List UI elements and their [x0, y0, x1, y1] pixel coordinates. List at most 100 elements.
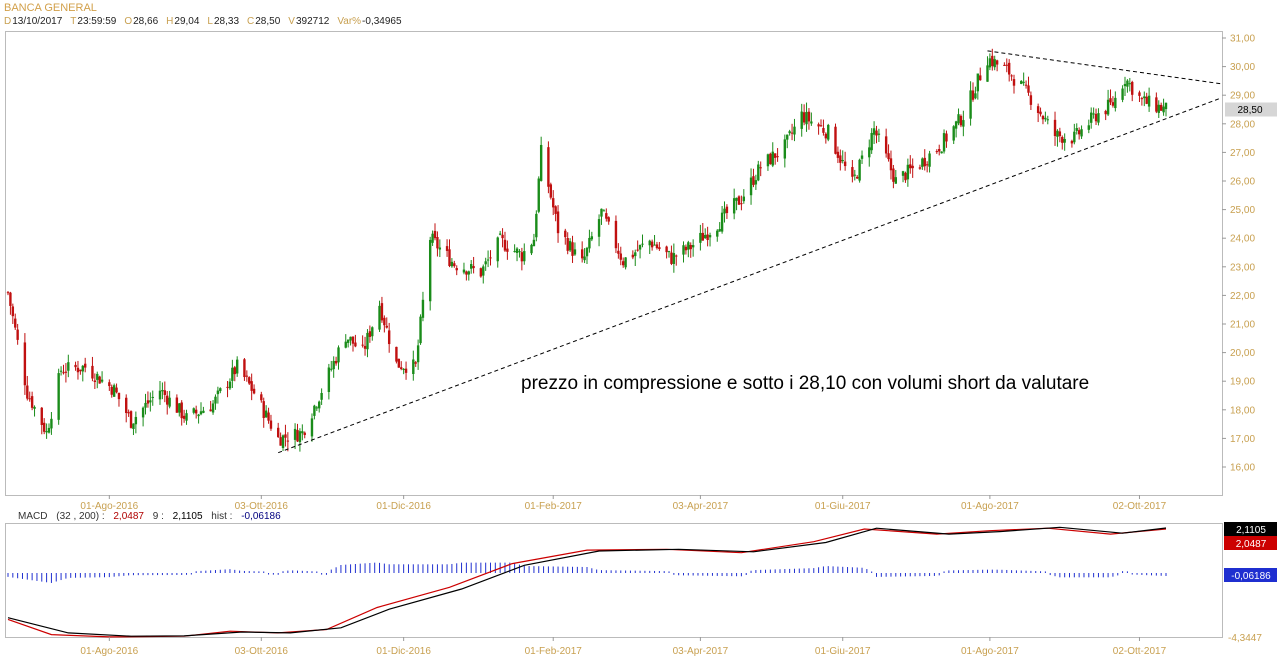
candle-body	[250, 381, 253, 391]
macd-value-box: 2,0487	[1236, 539, 1267, 550]
candle-body	[9, 292, 12, 306]
price-y-tick-label: 24,00	[1230, 234, 1255, 245]
candle-body	[988, 58, 992, 68]
candle-body	[771, 151, 774, 166]
candle-body	[482, 266, 485, 276]
candle-body	[400, 367, 403, 370]
candle-body	[228, 381, 232, 389]
candle-body	[580, 249, 584, 259]
candle-body	[1007, 62, 1011, 75]
candle-body	[1097, 113, 1100, 123]
candle-body	[501, 234, 504, 239]
candle-body	[783, 139, 787, 159]
candle-body	[33, 406, 36, 409]
macd-x-tick-label: 01-Feb-2017	[525, 646, 583, 657]
candle-body	[402, 368, 405, 370]
candle-body	[448, 249, 451, 266]
price-chart[interactable]: 31,00 30,00 29,00 28,00 27,00 26,00 25,00 24,00…	[0, 0, 1278, 515]
price-x-tick-label: 01-Giu-2017	[815, 501, 871, 512]
candle-body	[547, 147, 550, 187]
candle-body	[455, 268, 458, 271]
candle-body	[877, 133, 881, 135]
candle-body	[539, 144, 543, 181]
candle-body	[98, 376, 101, 384]
quote-value: 28,50	[255, 16, 281, 27]
candle-body	[904, 172, 907, 181]
candle-body	[450, 261, 454, 267]
quote-key: L	[207, 16, 213, 27]
candle-body	[1111, 102, 1115, 106]
candle-body	[945, 133, 948, 142]
candle-body	[868, 147, 871, 158]
candle-body	[26, 385, 29, 399]
candle-body	[416, 345, 420, 363]
candle-body	[91, 365, 94, 379]
candle-body	[1024, 84, 1028, 86]
candle-body	[600, 208, 603, 217]
candle-body	[906, 164, 910, 180]
candle-body	[568, 241, 572, 251]
signal-value: 2,1105	[172, 511, 203, 522]
candle-body	[1143, 96, 1146, 99]
candle-body	[935, 151, 939, 153]
candle-body	[631, 254, 635, 258]
candle-body	[192, 408, 195, 413]
candle-body	[802, 112, 806, 123]
candle-body	[479, 268, 483, 277]
candle-body	[634, 252, 637, 257]
candle-body	[1128, 83, 1132, 85]
candle-body	[166, 395, 169, 405]
candle-body	[974, 93, 977, 99]
candle-body	[624, 257, 627, 268]
candle-body	[216, 390, 220, 395]
macd-chart[interactable]: 01-Ago-2016 03-Ott-2016 01-Dic-2016 01-Feb-…	[0, 520, 1278, 668]
candle-body	[614, 220, 618, 249]
candle-body	[766, 154, 770, 167]
candle-body	[453, 263, 456, 267]
candle-body	[269, 420, 273, 429]
candle-body	[363, 345, 367, 349]
candle-body	[573, 249, 577, 255]
candle-body	[928, 153, 931, 167]
candle-body	[817, 124, 820, 127]
candle-body	[368, 331, 372, 337]
candle-body	[940, 151, 943, 154]
candle-body	[800, 111, 803, 129]
candle-body	[199, 411, 203, 415]
candle-body	[462, 269, 466, 273]
candle-body	[704, 234, 707, 239]
candle-body	[1012, 79, 1016, 86]
macd-axis: 01-Ago-2016 03-Ott-2016 01-Dic-2016 01-Feb-…	[80, 633, 1262, 657]
candle-body	[366, 332, 369, 350]
hist-value-box: -0,06186	[1231, 571, 1271, 582]
candle-body	[161, 389, 164, 392]
candle-body	[793, 126, 796, 135]
candle-body	[786, 134, 789, 140]
candle-body	[42, 422, 46, 432]
candle-body	[1109, 98, 1112, 103]
candle-body	[132, 423, 135, 430]
candle-body	[925, 164, 929, 166]
candle-body	[16, 329, 19, 340]
candle-body	[911, 165, 914, 169]
candle-body	[894, 177, 897, 184]
candles	[6, 48, 1168, 452]
candle-body	[851, 167, 854, 177]
candle-body	[28, 398, 31, 400]
candle-body	[807, 111, 811, 122]
candle-body	[211, 403, 215, 413]
candle-body	[354, 342, 357, 347]
candle-body	[769, 153, 772, 165]
candle-body	[209, 409, 212, 412]
candle-body	[235, 359, 239, 374]
candle-body	[687, 242, 690, 250]
candle-body	[498, 233, 502, 235]
candle-body	[872, 128, 876, 135]
candle-body	[691, 245, 695, 248]
candle-body	[1090, 112, 1093, 123]
candle-body	[641, 243, 644, 245]
candle-body	[1140, 98, 1144, 100]
macd-x-tick-label: 01-Dic-2016	[376, 646, 431, 657]
candle-body	[1077, 130, 1081, 135]
candle-body	[421, 299, 425, 318]
